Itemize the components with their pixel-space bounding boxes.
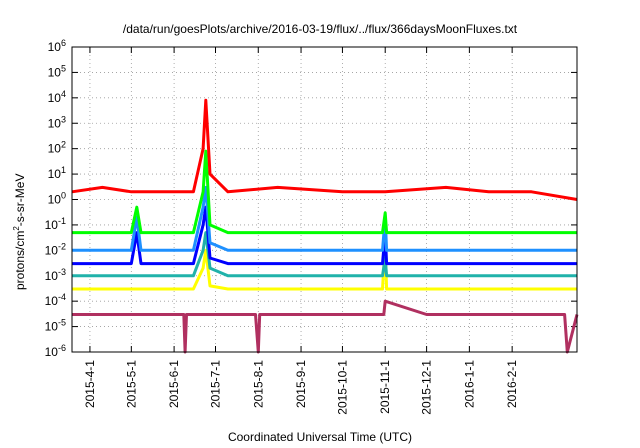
x-tick-label: 2015-9-1 bbox=[294, 360, 308, 408]
y-tick-label: 103 bbox=[48, 114, 66, 130]
x-tick-label: 2015-8-1 bbox=[251, 360, 265, 408]
y-tick-label: 104 bbox=[48, 89, 66, 105]
y-axis-label-base: protons/cm bbox=[13, 230, 27, 290]
series-line-3 bbox=[72, 231, 577, 278]
series-line-1 bbox=[72, 299, 579, 354]
y-tick-label: 105 bbox=[48, 63, 66, 79]
y-tick-label: 10-3 bbox=[45, 267, 66, 283]
y-axis-label-exp: 2 bbox=[12, 226, 21, 231]
x-tick-label: 2015-11-1 bbox=[378, 360, 392, 414]
x-tick-label: 2016-1-1 bbox=[462, 360, 476, 408]
x-tick-label: 2015-4-1 bbox=[83, 360, 97, 408]
x-tick-label: 2015-12-1 bbox=[420, 360, 434, 415]
chart-title: /data/run/goesPlots/archive/2016-03-19/f… bbox=[122, 22, 518, 36]
y-tick-label: 10-6 bbox=[45, 343, 66, 359]
x-tick-label: 2016-2-1 bbox=[505, 360, 519, 408]
y-tick-label: 100 bbox=[48, 191, 66, 207]
y-axis-label: protons/cm2-s-sr-MeV bbox=[12, 174, 27, 290]
y-tick-label: 10-4 bbox=[45, 292, 66, 308]
series-line-5 bbox=[72, 185, 577, 252]
y-tick-label: 106 bbox=[48, 38, 66, 54]
series-line-7 bbox=[71, 98, 578, 201]
y-tick-label: 102 bbox=[48, 140, 66, 156]
y-tick-label: 101 bbox=[48, 165, 66, 181]
series-line-6 bbox=[72, 149, 577, 235]
y-tick-label: 10-2 bbox=[45, 241, 66, 257]
x-tick-label: 2015-6-1 bbox=[167, 360, 181, 408]
x-tick-label: 2015-10-1 bbox=[335, 360, 349, 415]
y-tick-label: 10-5 bbox=[45, 318, 66, 334]
x-tick-label: 2015-5-1 bbox=[124, 360, 138, 408]
plot-border bbox=[71, 46, 578, 353]
x-axis-label: Coordinated Universal Time (UTC) bbox=[227, 430, 413, 444]
series-line-4 bbox=[72, 205, 577, 266]
y-tick-label: 10-1 bbox=[45, 216, 66, 232]
y-axis-label-rest: -s-sr-MeV bbox=[13, 173, 27, 227]
x-tick-label: 2015-7-1 bbox=[208, 360, 222, 408]
